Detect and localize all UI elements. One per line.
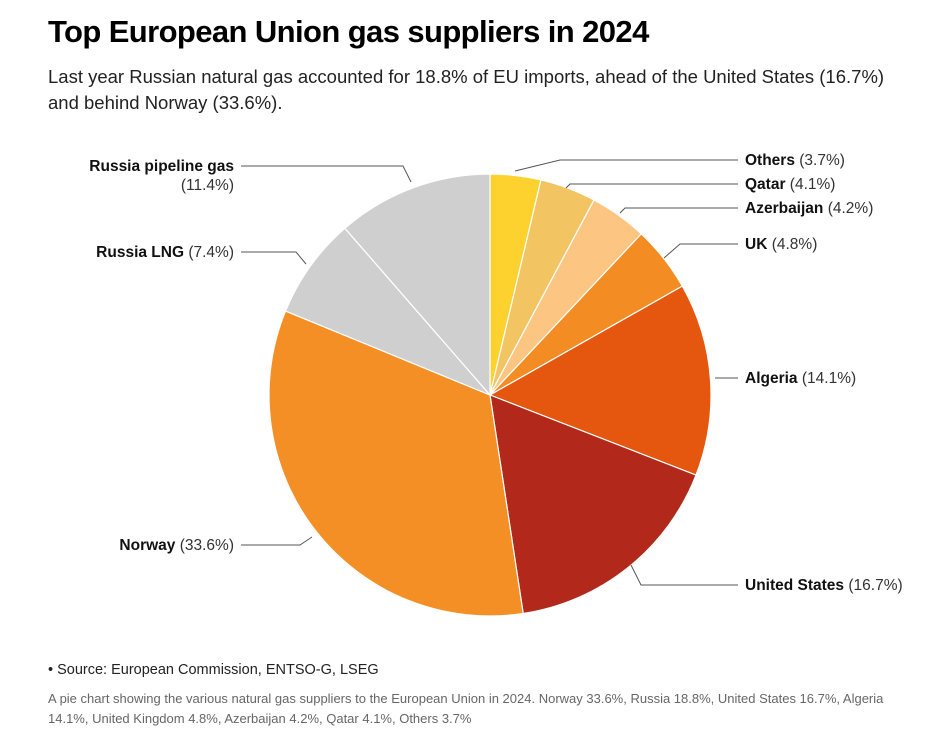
slice-label-qatar: Qatar (4.1%) [745,176,835,193]
slice-label-russia-lng: Russia LNG (7.4%) [96,244,234,261]
chart-subtitle: Last year Russian natural gas accounted … [48,66,885,113]
slice-label-others: Others (3.7%) [745,152,845,169]
pie-slice-russia-pipeline-gas [344,173,491,397]
pie-slices [268,173,712,617]
leader-line-united-states [630,564,738,586]
leader-line-uk [663,243,738,259]
slice-label-azerbaijan: Azerbaijan (4.2%) [745,200,873,217]
leader-line-norway [241,536,313,546]
slice-label-norway: Norway (33.6%) [119,537,234,554]
chart-title: Top European Union gas suppliers in 2024 [48,14,649,49]
pie-slice-algeria [488,285,712,476]
slice-label-uk: UK (4.8%) [745,236,817,253]
leader-line-qatar [565,183,738,189]
pie-slice-russia-lng [284,227,491,396]
slice-label-russia-pipeline-gas: Russia pipeline gas (11.4%) [89,158,234,194]
pie-slice-norway [268,310,524,617]
leader-line-russia-lng [241,251,307,265]
slice-label-united-states: United States (16.7%) [745,577,903,594]
leader-line-russia-pipeline-gas [241,165,412,183]
leader-line-others [514,159,738,172]
slice-labels: Others (3.7%) Qatar (4.1%) Azerbaijan (4.2… [89,152,902,594]
slice-label-algeria: Algeria (14.1%) [745,370,856,387]
pie-slice-united-states [489,394,697,615]
source-note: • Source: European Commission, ENTSO-G, … [48,662,379,678]
chart-description: A pie chart showing the various natural … [48,691,884,726]
leader-line-azerbaijan [619,207,738,214]
leader-lines [241,159,738,586]
